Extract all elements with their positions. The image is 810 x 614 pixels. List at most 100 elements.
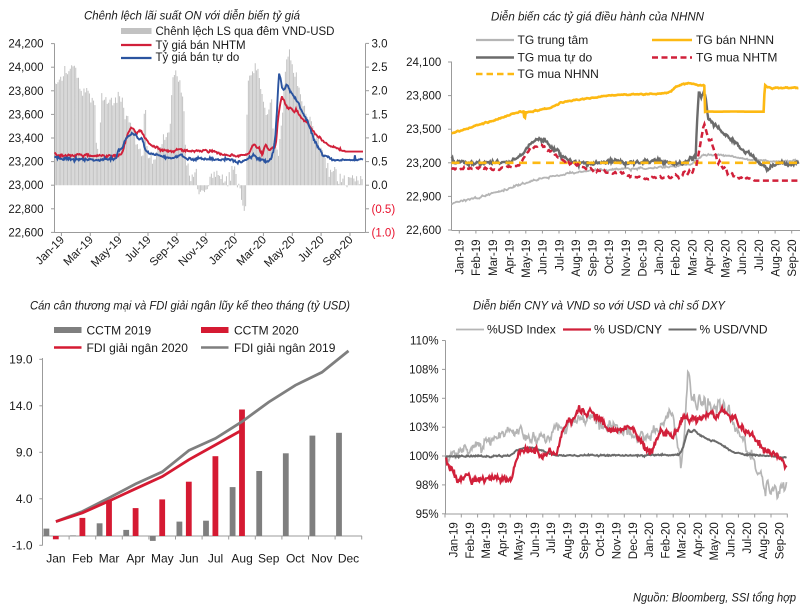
svg-text:Apr-20: Apr-20 [693, 522, 705, 557]
svg-text:FDI giải ngân 2020: FDI giải ngân 2020 [87, 341, 189, 355]
svg-text:CCTM 2020: CCTM 2020 [234, 324, 299, 338]
svg-text:22,600: 22,600 [406, 225, 441, 237]
svg-text:9.0: 9.0 [16, 446, 33, 460]
svg-text:22,800: 22,800 [8, 204, 43, 216]
svg-text:23,400: 23,400 [8, 133, 43, 145]
svg-text:Nov-19: Nov-19 [621, 240, 633, 277]
svg-text:23,200: 23,200 [8, 157, 43, 169]
svg-text:Jun-20: Jun-20 [726, 522, 738, 557]
svg-text:-1.0: -1.0 [12, 539, 33, 553]
svg-text:Apr-20: Apr-20 [704, 240, 716, 275]
svg-text:Sep-19: Sep-19 [588, 240, 600, 277]
svg-text:Aug: Aug [231, 552, 252, 566]
svg-text:103%: 103% [409, 422, 438, 434]
svg-text:May-19: May-19 [514, 522, 526, 560]
svg-text:Sep-20: Sep-20 [775, 522, 787, 559]
svg-text:Jul-19: Jul-19 [546, 522, 558, 553]
svg-text:4.0: 4.0 [16, 492, 33, 506]
svg-text:Feb-19: Feb-19 [465, 522, 477, 558]
svg-text:Jan: Jan [46, 552, 65, 566]
svg-text:Dec: Dec [338, 552, 359, 566]
svg-text:24,000: 24,000 [8, 62, 43, 74]
svg-text:Diễn biến CNY và VND so với US: Diễn biến CNY và VND so với USD và chỉ s… [473, 300, 726, 313]
svg-text:19.0: 19.0 [9, 353, 33, 367]
svg-text:Jan-19: Jan-19 [455, 240, 467, 275]
svg-text:Mar-19: Mar-19 [481, 522, 493, 558]
svg-text:Feb-20: Feb-20 [660, 522, 672, 558]
svg-text:95%: 95% [416, 509, 439, 521]
svg-text:TG mua NHTM: TG mua NHTM [696, 51, 777, 65]
svg-text:May-20: May-20 [709, 522, 721, 560]
svg-text:14.0: 14.0 [9, 399, 33, 413]
svg-text:24,200: 24,200 [8, 39, 43, 51]
svg-text:TG bán NHNN: TG bán NHNN [696, 33, 774, 47]
svg-text:23,000: 23,000 [8, 180, 43, 192]
svg-text:Feb: Feb [72, 552, 93, 566]
svg-text:Chênh lệch LS qua đêm VND-USD: Chênh lệch LS qua đêm VND-USD [156, 26, 335, 38]
svg-text:Feb-19: Feb-19 [471, 240, 483, 276]
svg-text:TG mua NHNN: TG mua NHNN [518, 67, 599, 81]
svg-text:Jul-20: Jul-20 [754, 240, 766, 271]
svg-text:Aug-19: Aug-19 [571, 240, 583, 277]
svg-text:23,800: 23,800 [406, 91, 441, 103]
svg-text:98%: 98% [416, 480, 439, 492]
svg-text:Cán cân thương mại và FDI giải: Cán cân thương mại và FDI giải ngân lũy … [30, 301, 350, 313]
svg-text:Diễn biến các tỷ giá điều hành: Diễn biến các tỷ giá điều hành của NHNN [491, 11, 705, 24]
svg-text:Oct-19: Oct-19 [595, 522, 607, 557]
svg-text:100%: 100% [409, 451, 438, 463]
svg-text:23,500: 23,500 [406, 124, 441, 136]
svg-text:Mar-20: Mar-20 [687, 240, 699, 276]
svg-text:Jan-19: Jan-19 [448, 522, 460, 557]
svg-text:May: May [151, 552, 174, 566]
svg-text:0.0: 0.0 [372, 180, 388, 192]
svg-text:TG trung tâm: TG trung tâm [518, 33, 589, 47]
svg-text:2.5: 2.5 [372, 62, 388, 74]
svg-text:1.5: 1.5 [372, 109, 388, 121]
svg-text:May-20: May-20 [721, 240, 733, 278]
svg-text:(1.0): (1.0) [372, 227, 396, 239]
svg-text:% USD/CNY: % USD/CNY [594, 323, 662, 337]
svg-text:TG mua tự do: TG mua tự do [518, 51, 593, 65]
svg-text:Nov: Nov [311, 552, 332, 566]
svg-text:1.0: 1.0 [372, 133, 388, 145]
svg-text:% USD/VND: % USD/VND [700, 323, 768, 337]
svg-text:108%: 108% [409, 364, 438, 376]
svg-text:110%: 110% [410, 336, 439, 348]
svg-text:Sep-20: Sep-20 [787, 240, 799, 277]
svg-text:Chênh lệch lãi suất ON với diễ: Chênh lệch lãi suất ON với diễn biến tỷ … [84, 10, 301, 23]
svg-text:(0.5): (0.5) [372, 204, 396, 216]
svg-text:2.0: 2.0 [372, 86, 388, 98]
svg-text:Jul: Jul [208, 552, 223, 566]
svg-text:Jun-20: Jun-20 [737, 240, 749, 275]
svg-text:Apr-19: Apr-19 [497, 522, 509, 557]
svg-text:Jul-20: Jul-20 [742, 522, 754, 553]
svg-text:Feb-20: Feb-20 [671, 240, 683, 276]
svg-text:Dec-19: Dec-19 [637, 240, 649, 277]
svg-text:Jun-19: Jun-19 [530, 522, 542, 557]
svg-text:Mar: Mar [99, 552, 120, 566]
svg-text:Oct-19: Oct-19 [604, 240, 616, 275]
svg-text:Aug-20: Aug-20 [758, 522, 770, 559]
svg-text:Dec-19: Dec-19 [628, 522, 640, 559]
svg-text:Tỷ giá bán NHTM: Tỷ giá bán NHTM [156, 40, 246, 52]
svg-text:Oct: Oct [286, 552, 305, 566]
svg-text:23,800: 23,800 [8, 86, 43, 98]
svg-text:Aug-20: Aug-20 [770, 240, 782, 277]
svg-text:Apr-19: Apr-19 [505, 240, 517, 275]
svg-text:22,900: 22,900 [406, 191, 441, 203]
svg-text:Nguồn: Bloomberg, SSI tổng hợp: Nguồn: Bloomberg, SSI tổng hợp [633, 593, 797, 605]
svg-text:Tỷ giá bán tự do: Tỷ giá bán tự do [156, 52, 240, 64]
svg-text:Jun-19: Jun-19 [538, 240, 550, 275]
svg-text:FDI giải ngân 2019: FDI giải ngân 2019 [234, 341, 336, 355]
svg-text:Mar-19: Mar-19 [488, 240, 500, 276]
svg-text:0.5: 0.5 [372, 157, 388, 169]
svg-text:24,100: 24,100 [406, 57, 441, 69]
svg-text:23,200: 23,200 [406, 158, 441, 170]
svg-text:Nov-19: Nov-19 [611, 522, 623, 559]
svg-text:Jan-20: Jan-20 [644, 522, 656, 557]
svg-text:Jan-20: Jan-20 [654, 240, 666, 275]
svg-text:May-19: May-19 [521, 240, 533, 278]
svg-text:%USD Index: %USD Index [487, 323, 556, 337]
svg-text:Jul-19: Jul-19 [554, 240, 566, 271]
svg-text:22,600: 22,600 [8, 227, 43, 239]
